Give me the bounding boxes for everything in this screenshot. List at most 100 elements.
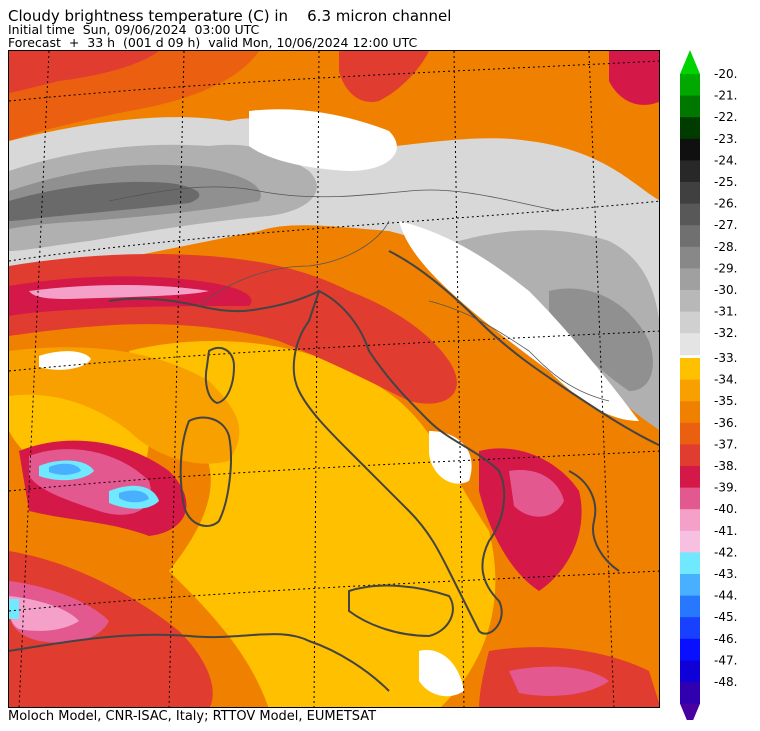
colorbar-upper-swatch [680, 117, 700, 140]
colorbar-lower-swatch [680, 574, 700, 597]
colorbar-lower-swatch [680, 401, 700, 424]
colorbar-lower-label: -42. [714, 545, 737, 559]
colorbar-lower-swatch [680, 660, 700, 683]
colorbar-upper-arrow [680, 50, 700, 74]
colorbar-lower-label: -33. [714, 351, 737, 365]
colorbar-lower-swatch [680, 444, 700, 467]
field-red-top-right-2 [609, 51, 659, 105]
colorbar-lower-swatch [680, 509, 700, 532]
brightness-temperature-map [9, 51, 659, 707]
graticule-parallel-2 [9, 330, 659, 372]
colorbar-lower-label: -35. [714, 394, 737, 408]
field-blue-core-west-2 [119, 490, 149, 503]
colorbar-lower-label: -47. [714, 653, 737, 667]
coast-north-africa [9, 633, 390, 692]
colorbar-upper-label: -22. [714, 110, 737, 124]
colorbar-upper-label: -25. [714, 175, 737, 189]
coast-italy-peninsula [292, 289, 506, 635]
colorbar-upper-label: -32. [714, 326, 737, 340]
colorbar-upper-label: -23. [714, 132, 737, 146]
colorbar-lower-swatch [680, 379, 700, 402]
field-darker-grey-core [9, 181, 200, 221]
field-light-orange [9, 347, 240, 464]
colorbar-upper-swatch [680, 290, 700, 313]
coast-corsica [204, 346, 236, 405]
field-pink-streak [29, 285, 209, 299]
colorbar-upper-swatch [680, 74, 700, 97]
colorbar-upper-label: -24. [714, 153, 737, 167]
colorbar-upper-swatch [680, 138, 700, 161]
colorbar-lower-swatch [680, 422, 700, 445]
colorbar-lower-label: -46. [714, 632, 737, 646]
colorbar-upper-label: -29. [714, 261, 737, 275]
colorbar-upper-label: -26. [714, 197, 737, 211]
colorbar-upper-label: -20. [714, 67, 737, 81]
colorbar-lower-swatch [680, 552, 700, 575]
colorbar-lower-label: -44. [714, 589, 737, 603]
colorbar-lower-swatch [680, 466, 700, 489]
colorbar-upper-label: -21. [714, 89, 737, 103]
colorbar-lower-label: -39. [714, 481, 737, 495]
colorbar-lower-arrow [680, 703, 700, 720]
coast-greece [568, 470, 620, 572]
chart-title: Cloudy brightness temperature (C) in 6.3… [8, 7, 452, 25]
colorbar-lower-label: -38. [714, 459, 737, 473]
colorbar-lower-swatch [680, 530, 700, 553]
coast-sicily [348, 584, 454, 638]
forecast-time-label: Forecast + 33 h (001 d 09 h) valid Mon, … [8, 35, 418, 50]
graticule-parallel-4 [9, 570, 659, 612]
colorbar-upper-swatch [680, 95, 700, 118]
field-white-adriatic [399, 221, 639, 421]
field-dark-grey-east [549, 288, 653, 391]
field-crimson-top-left [9, 51, 159, 93]
field-cyan-southwest [9, 599, 19, 619]
credit-footer: Moloch Model, CNR-ISAC, Italy; RTTOV Mod… [8, 709, 377, 724]
color-scale-legend: -20. -21. -22. -23. -24. -25. -26. -27. -28. -29.… [680, 50, 737, 720]
map-panel [8, 50, 660, 708]
colorbar-upper-swatch [680, 225, 700, 248]
field-light-pink-southwest [9, 596, 79, 631]
colorbar-upper-swatch [680, 182, 700, 205]
colorbar-lower-swatch [680, 358, 700, 381]
colorbar-lower-label: -40. [714, 502, 737, 516]
colorbar-lower-label: -36. [714, 416, 737, 430]
borders [108, 186, 610, 402]
field-pink-east [509, 470, 564, 517]
coast-france [108, 290, 320, 313]
colorbar-lower-label: -34. [714, 373, 737, 387]
graticule [9, 51, 659, 707]
graticule-parallel-5 [9, 60, 659, 102]
colorbar-lower-label: -37. [714, 437, 737, 451]
graticule-parallel-3 [9, 450, 659, 492]
colorbar-upper-swatch [680, 311, 700, 334]
colorbar-lower-swatch [680, 595, 700, 618]
colorbar-upper-label: -27. [714, 218, 737, 232]
border-alps [198, 220, 390, 307]
colorbar-upper-swatch [680, 333, 700, 356]
colorbar-upper-swatch [680, 246, 700, 269]
field-red-east [479, 448, 582, 591]
field-white-north [249, 109, 397, 171]
field-red-southwest [9, 551, 213, 707]
colorbar-upper-swatch [680, 203, 700, 226]
colorbar-lower-label: -45. [714, 610, 737, 624]
colorbar-upper-swatch [680, 160, 700, 183]
coast-balkans [388, 250, 659, 447]
field-yellow-south [309, 603, 398, 707]
colorbar-upper-label: -28. [714, 240, 737, 254]
colorbar-upper-label: -31. [714, 305, 737, 319]
initial-time-label: Initial time Sun, 09/06/2024 03:00 UTC [8, 22, 260, 37]
border-central-europe [108, 186, 560, 212]
colorbar-lower-label: -43. [714, 567, 737, 581]
colorbar-upper-swatch [680, 268, 700, 291]
field-white-south [419, 650, 464, 697]
field-red-top-right [339, 51, 429, 102]
colorbar-lower-swatch [680, 617, 700, 640]
colorbar-lower-label: -41. [714, 524, 737, 538]
colorbar-lower-swatch [680, 487, 700, 510]
coastlines [9, 250, 659, 692]
colorbar-lower-swatch [680, 682, 700, 705]
field-pink-southeast [509, 666, 609, 696]
graticule-parallel-1 [9, 200, 659, 262]
colorbar-upper-label: -30. [714, 283, 737, 297]
